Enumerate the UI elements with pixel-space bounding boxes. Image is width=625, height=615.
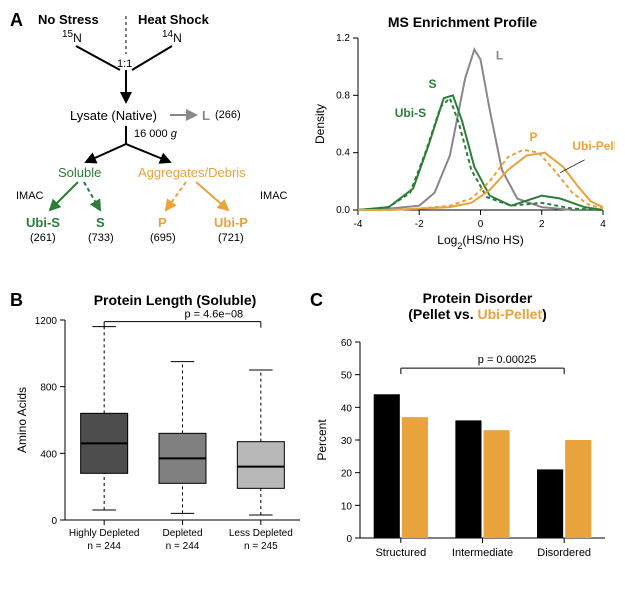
svg-text:Ubi-Pellet: Ubi-Pellet bbox=[572, 139, 615, 153]
svg-text:40: 40 bbox=[341, 403, 353, 414]
svg-text:0.8: 0.8 bbox=[336, 90, 350, 101]
svg-text:0: 0 bbox=[51, 516, 57, 527]
svg-text:1.2: 1.2 bbox=[336, 33, 350, 44]
svg-text:2: 2 bbox=[539, 219, 545, 230]
svg-text:0: 0 bbox=[346, 534, 352, 545]
svg-text:Amino Acids: Amino Acids bbox=[15, 387, 29, 453]
panel-b-title: Protein Length (Soluble) bbox=[40, 292, 310, 308]
svg-text:-4: -4 bbox=[354, 219, 363, 230]
svg-text:4: 4 bbox=[600, 219, 606, 230]
panel-b: B Protein Length (Soluble) 0 400 800 1200 Am… bbox=[10, 290, 310, 580]
svg-text:Ubi-S: Ubi-S bbox=[395, 106, 426, 120]
svg-text:Depleted: Depleted bbox=[162, 528, 202, 539]
panel-a-density: MS Enrichment Profile -4 -2 0 2 4 0.0 0.4 0.8 1.… bbox=[310, 10, 615, 260]
barchart: 0 10 20 30 40 50 60 Percent Structured Intermedia… bbox=[310, 328, 615, 583]
svg-text:0: 0 bbox=[478, 219, 484, 230]
svg-text:30: 30 bbox=[341, 436, 353, 447]
panel-a-flowchart: A No Stress 15N Heat Shock 14N 1:1 Lysat… bbox=[10, 10, 310, 260]
panel-b-label: B bbox=[10, 290, 23, 311]
panel-a-row: A No Stress 15N Heat Shock 14N 1:1 Lysat… bbox=[10, 10, 615, 260]
svg-text:Density: Density bbox=[313, 104, 327, 144]
panel-c-title-l2b: Ubi-Pellet bbox=[478, 306, 543, 322]
svg-text:n = 244: n = 244 bbox=[166, 541, 200, 552]
panel-c-title-l2a: (Pellet vs. bbox=[408, 306, 477, 322]
svg-text:L: L bbox=[496, 49, 503, 63]
svg-text:Highly Depleted: Highly Depleted bbox=[69, 528, 140, 539]
panel-c-title-l1: Protein Disorder bbox=[340, 290, 615, 306]
svg-text:Log2(HS/no HS): Log2(HS/no HS) bbox=[437, 233, 523, 251]
svg-text:Percent: Percent bbox=[315, 419, 329, 461]
svg-text:1200: 1200 bbox=[35, 316, 58, 327]
panel-c-title-l2c: ) bbox=[542, 306, 547, 322]
svg-text:n = 245: n = 245 bbox=[244, 541, 278, 552]
svg-text:20: 20 bbox=[341, 469, 353, 480]
svg-text:800: 800 bbox=[40, 383, 57, 394]
panel-bc-row: B Protein Length (Soluble) 04008001200Am… bbox=[10, 290, 615, 580]
svg-text:50: 50 bbox=[341, 371, 353, 382]
panel-c-label: C bbox=[310, 290, 323, 311]
svg-text:Less Depleted: Less Depleted bbox=[229, 528, 293, 539]
svg-text:60: 60 bbox=[341, 338, 353, 349]
svg-text:0.0: 0.0 bbox=[336, 205, 350, 216]
svg-text:n = 244: n = 244 bbox=[87, 541, 121, 552]
svg-text:0.4: 0.4 bbox=[336, 148, 350, 159]
svg-text:Intermediate: Intermediate bbox=[452, 547, 513, 559]
svg-text:S: S bbox=[428, 77, 436, 91]
density-title: MS Enrichment Profile bbox=[310, 14, 615, 30]
svg-text:P: P bbox=[530, 130, 538, 144]
svg-text:400: 400 bbox=[40, 449, 57, 460]
svg-text:p = 0.00025: p = 0.00025 bbox=[478, 354, 536, 366]
density-chart: -4 -2 0 2 4 0.0 0.4 0.8 1.2 Log2(HS/no HS) Density… bbox=[310, 30, 615, 265]
boxplot-chart: 0 400 800 1200 Amino Acids Highly Depleted n =… bbox=[10, 310, 310, 585]
svg-text:Disordered: Disordered bbox=[537, 547, 591, 559]
svg-text:-2: -2 bbox=[415, 219, 424, 230]
figure: A No Stress 15N Heat Shock 14N 1:1 Lysat… bbox=[10, 10, 615, 580]
svg-text:Structured: Structured bbox=[375, 547, 426, 559]
flowchart-arrows bbox=[10, 10, 310, 260]
panel-c: C Protein Disorder (Pellet vs. Ubi-Pelle… bbox=[310, 290, 615, 580]
svg-text:10: 10 bbox=[341, 501, 353, 512]
panel-c-title: Protein Disorder (Pellet vs. Ubi-Pellet) bbox=[340, 290, 615, 322]
svg-text:p = 4.6e−08: p = 4.6e−08 bbox=[184, 310, 243, 321]
